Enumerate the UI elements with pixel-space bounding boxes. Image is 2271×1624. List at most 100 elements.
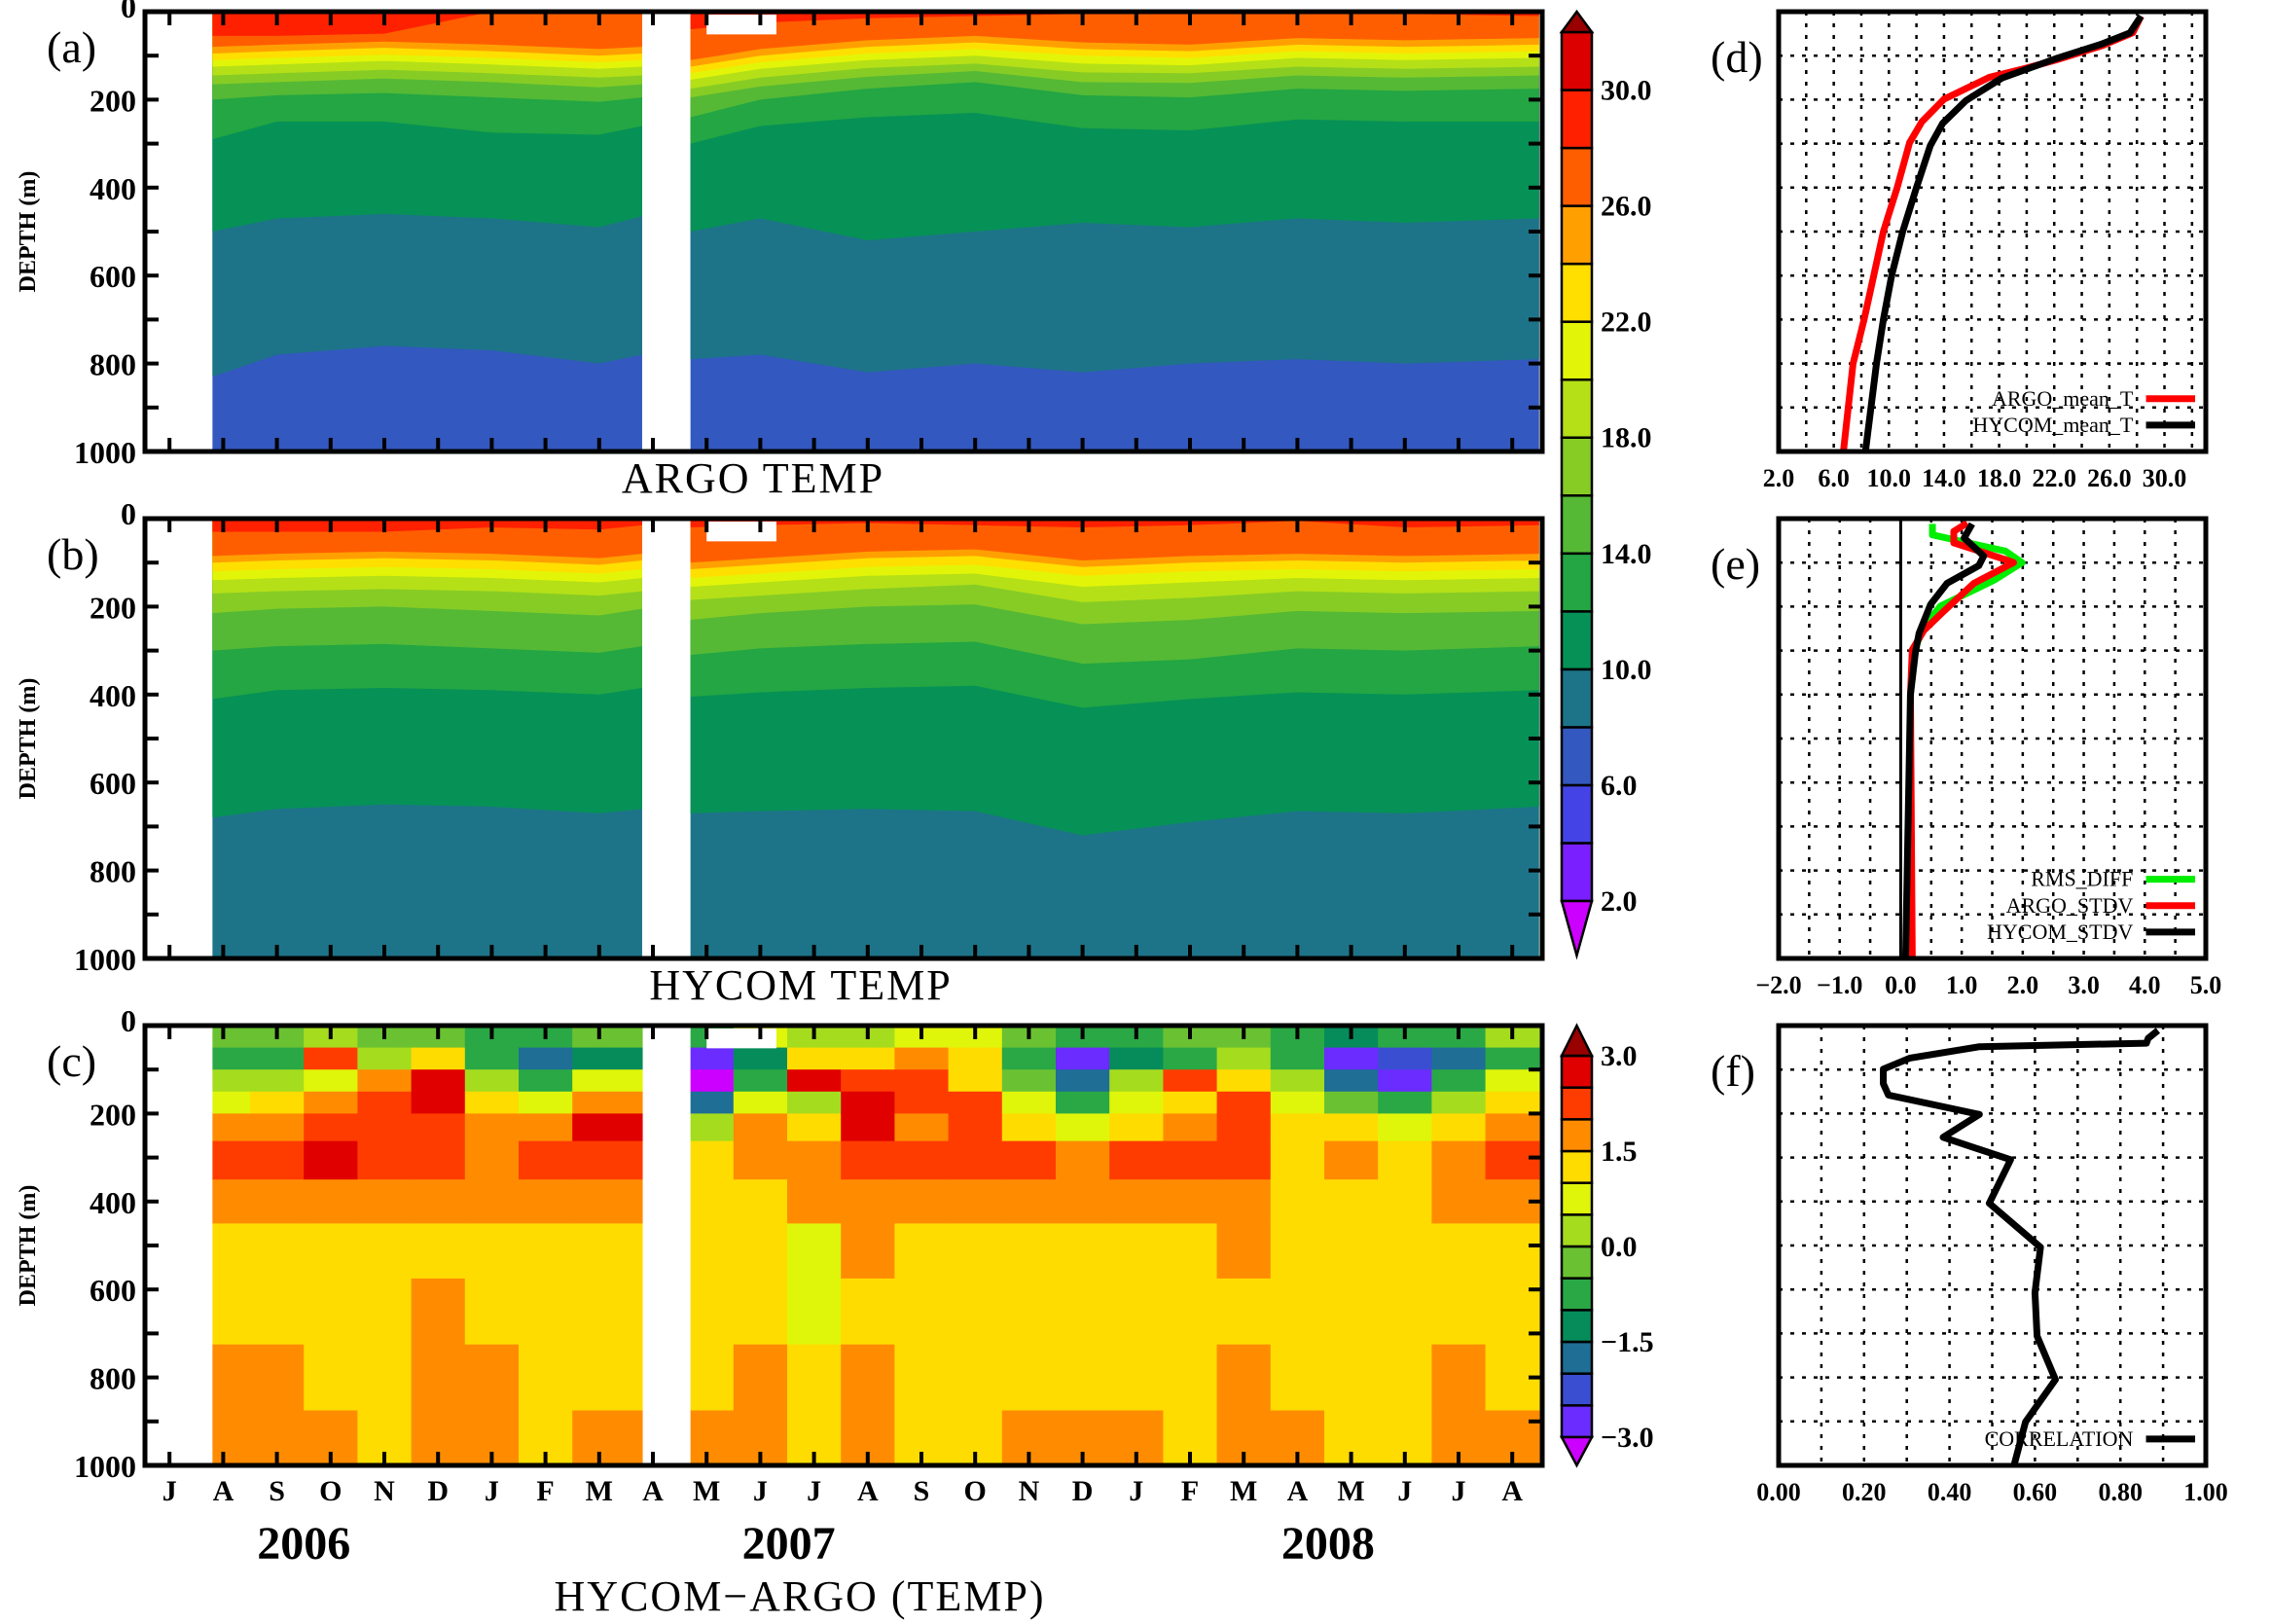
- heatmap-cell: [690, 1047, 735, 1070]
- heatmap-cell: [1109, 1140, 1164, 1180]
- colorbar-label: 1.5: [1601, 1136, 1638, 1168]
- colorbar-box: [1560, 1372, 1594, 1407]
- x-tick-label: 0.40: [1928, 1478, 1972, 1506]
- heatmap-cell: [411, 1113, 466, 1142]
- month-label: M: [1230, 1475, 1257, 1507]
- heatmap-cell: [894, 1179, 950, 1224]
- heatmap-cell: [690, 1069, 735, 1093]
- heatmap-cell: [250, 1047, 305, 1070]
- heatmap-cell: [519, 1140, 573, 1180]
- heatmap-cell: [411, 1344, 466, 1412]
- y-tick-label: 200: [90, 83, 136, 118]
- heatmap-cell: [1324, 1091, 1379, 1114]
- heatmap-cell: [1485, 1091, 1540, 1114]
- colorbar-label: 14.0: [1601, 538, 1652, 570]
- heatmap-cell: [1378, 1091, 1432, 1114]
- heatmap-cell: [948, 1278, 1003, 1346]
- heatmap-cell: [357, 1179, 413, 1224]
- heatmap-cell: [787, 1047, 842, 1070]
- heatmap-cell: [1109, 1113, 1164, 1142]
- legend-label: CORRELATION: [1985, 1426, 2134, 1451]
- heatmap-cell: [212, 1344, 251, 1412]
- heatmap-cell: [357, 1344, 413, 1412]
- heatmap-cell: [519, 1278, 573, 1346]
- heatmap-cell: [304, 1278, 358, 1346]
- heatmap-cell: [733, 1344, 788, 1412]
- colorbar-label: 18.0: [1601, 422, 1652, 454]
- heatmap-cell: [948, 1344, 1003, 1412]
- heatmap-cell: [733, 1278, 788, 1346]
- heatmap-cell: [304, 1344, 358, 1412]
- temperature-band-26: [690, 12, 1539, 60]
- x-tick-label: 10.0: [1867, 464, 1912, 492]
- heatmap-cell: [690, 1113, 735, 1142]
- heatmap-cell: [841, 1113, 895, 1142]
- year-label: 2006: [257, 1518, 350, 1570]
- month-label: A: [213, 1475, 234, 1507]
- heatmap-cell: [1216, 1069, 1272, 1093]
- colorbar-label: 3.0: [1601, 1040, 1638, 1072]
- heatmap-cell: [250, 1140, 305, 1180]
- heatmap-cell: [1109, 1344, 1164, 1412]
- colorbar-box: [1560, 320, 1594, 381]
- heatmap-cell: [357, 1223, 413, 1280]
- heatmap-cell: [1378, 1069, 1432, 1093]
- colorbar-box: [1560, 1245, 1594, 1280]
- heatmap-cell: [1485, 1069, 1540, 1093]
- heatmap-cell: [690, 1140, 735, 1180]
- heatmap-cell: [894, 1140, 950, 1180]
- heatmap-cell: [519, 1344, 573, 1412]
- x-tick-label: −1.0: [1817, 971, 1862, 999]
- heatmap-cell: [212, 1179, 251, 1224]
- colorbar-label: 26.0: [1601, 191, 1652, 223]
- missing-data-mask: [706, 15, 776, 35]
- y-tick-label: 800: [90, 854, 136, 889]
- heatmap-cell: [1001, 1091, 1057, 1114]
- heatmap-cell: [357, 1140, 413, 1180]
- heatmap-cell: [304, 1069, 358, 1093]
- colorbar-box: [1560, 726, 1594, 787]
- heatmap-cell: [1163, 1091, 1218, 1114]
- heatmap-cell: [1324, 1113, 1379, 1142]
- heatmap-cell: [411, 1278, 466, 1346]
- colorbar-box: [1560, 262, 1594, 323]
- heatmap-cell: [1216, 1140, 1272, 1180]
- heatmap-cell: [250, 1069, 305, 1093]
- heatmap-cell: [948, 1047, 1003, 1070]
- colorbar: −3.0 −1.5 0.0 1.5 3.0: [1559, 1023, 1654, 1468]
- panel-title: ARGO TEMP: [622, 454, 884, 502]
- heatmap-cell: [1109, 1223, 1164, 1280]
- x-tick-label: 0.00: [1756, 1478, 1801, 1506]
- colorbar-box: [1560, 436, 1594, 497]
- legend-label: HYCOM_STDV: [1987, 920, 2133, 944]
- heatmap-cell: [1270, 1278, 1325, 1346]
- heatmap-cell: [519, 1223, 573, 1280]
- colorbar-label: 2.0: [1601, 885, 1638, 918]
- heatmap-cell: [787, 1140, 842, 1180]
- heatmap-cell: [1001, 1047, 1057, 1070]
- heatmap-cell: [690, 1344, 735, 1412]
- temperature-band-28: [690, 12, 1539, 30]
- heatmap-cell: [1270, 1069, 1325, 1093]
- y-tick-label: 200: [90, 590, 136, 625]
- heatmap-cell: [1163, 1140, 1218, 1180]
- heatmap-cell: [1216, 1344, 1272, 1412]
- y-tick-label: 400: [90, 171, 136, 206]
- heatmap-cell: [212, 1410, 251, 1466]
- colorbar-box: [1560, 1181, 1594, 1216]
- heatmap-cell: [1056, 1113, 1110, 1142]
- month-label: O: [964, 1475, 987, 1507]
- heatmap-cell: [304, 1091, 358, 1114]
- heatmap-cell: [841, 1140, 895, 1180]
- legend-label: ARGO_mean_T: [1992, 386, 2134, 411]
- panel-label: (a): [47, 22, 96, 72]
- heatmap-cell: [1270, 1223, 1325, 1280]
- heatmap-cell: [519, 1179, 573, 1224]
- heatmap-cell: [464, 1069, 520, 1093]
- heatmap-cell: [733, 1140, 788, 1180]
- heatmap-cell: [1056, 1344, 1110, 1412]
- month-label: F: [1181, 1475, 1199, 1507]
- heatmap-cell: [1431, 1091, 1487, 1114]
- panel-label: (c): [47, 1036, 96, 1086]
